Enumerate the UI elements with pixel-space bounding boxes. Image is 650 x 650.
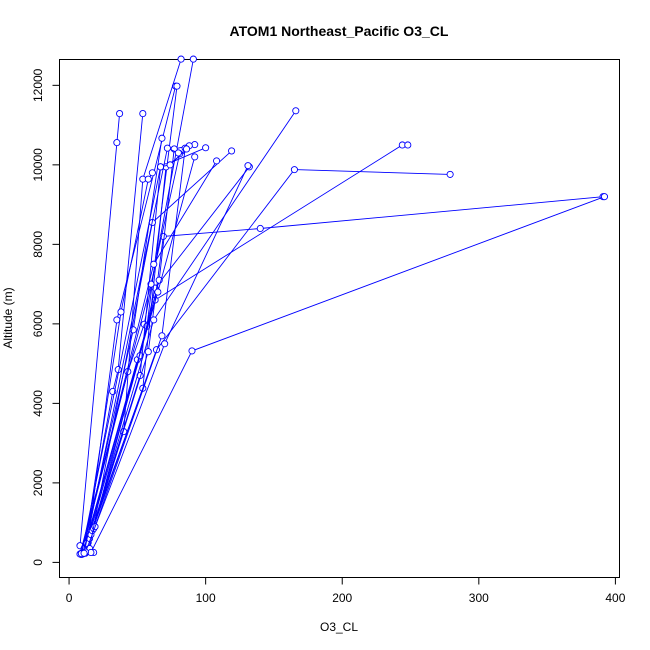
data-point xyxy=(113,139,121,147)
data-point xyxy=(144,175,152,183)
profile-15 xyxy=(88,166,454,535)
data-point xyxy=(446,170,454,178)
profile-19 xyxy=(87,193,609,557)
data-point xyxy=(139,110,147,118)
plot-area-frame xyxy=(59,59,620,578)
x-tick-label: 400 xyxy=(605,591,625,605)
data-point xyxy=(188,347,196,355)
y-axis-label: Altitude (m) xyxy=(1,287,15,348)
y-tick-label: 12000 xyxy=(31,68,45,102)
y-tick-label: 4000 xyxy=(31,390,45,417)
y-tick-label: 6000 xyxy=(31,310,45,337)
profile-line xyxy=(80,59,194,555)
data-point xyxy=(600,193,609,201)
profile-line xyxy=(91,169,451,531)
data-point xyxy=(166,161,174,169)
data-point xyxy=(144,348,152,356)
chart-title: ATOM1 Northeast_Pacific O3_CL xyxy=(230,23,449,39)
profile-line xyxy=(90,110,297,535)
data-point xyxy=(158,134,166,142)
data-point xyxy=(173,82,181,90)
data-point xyxy=(174,149,182,157)
data-point xyxy=(191,153,199,161)
data-point xyxy=(292,107,300,115)
data-point xyxy=(80,549,88,557)
profile-line xyxy=(83,172,153,553)
data-point xyxy=(150,316,158,324)
x-axis: 0 100 200 300 400 xyxy=(66,577,626,605)
data-point xyxy=(148,169,156,177)
profile-line xyxy=(90,196,605,553)
x-tick-label: 100 xyxy=(196,591,216,605)
profile-line xyxy=(80,148,187,554)
data-point xyxy=(189,55,197,63)
data-point xyxy=(244,162,252,170)
data-point xyxy=(256,224,264,233)
profile-7 xyxy=(79,134,166,557)
data-point xyxy=(158,332,166,340)
data-point xyxy=(150,260,158,268)
data-point xyxy=(161,340,169,348)
data-point xyxy=(202,144,210,152)
y-tick-label: 2000 xyxy=(31,469,45,496)
profile-line xyxy=(82,113,144,555)
profile-3 xyxy=(81,55,185,557)
y-tick-label: 8000 xyxy=(31,231,45,258)
data-point xyxy=(163,144,171,152)
x-tick-label: 300 xyxy=(469,591,489,605)
x-tick-label: 0 xyxy=(66,591,73,605)
profile-25 xyxy=(80,144,182,557)
profile-line xyxy=(89,196,604,539)
data-point xyxy=(213,157,221,165)
data-point xyxy=(228,147,236,155)
data-point xyxy=(182,145,191,153)
data-point xyxy=(154,288,162,296)
x-axis-label: O3_CL xyxy=(320,620,358,634)
profile-line xyxy=(80,160,217,554)
data-point xyxy=(290,166,298,174)
y-tick-label: 10000 xyxy=(31,148,45,182)
series-profiles xyxy=(76,55,609,558)
profile-line xyxy=(86,166,250,545)
x-tick-label: 200 xyxy=(332,591,352,605)
data-point xyxy=(404,141,412,149)
data-point xyxy=(116,110,124,118)
profile-line xyxy=(85,58,182,554)
y-axis: 0 2000 4000 6000 8000 10000 12000 xyxy=(31,68,60,566)
data-point xyxy=(117,308,125,316)
y-tick-label: 0 xyxy=(31,559,45,566)
profile-line xyxy=(79,113,121,553)
profile-1 xyxy=(76,110,124,557)
data-point xyxy=(177,55,185,63)
profile-23 xyxy=(81,162,252,556)
